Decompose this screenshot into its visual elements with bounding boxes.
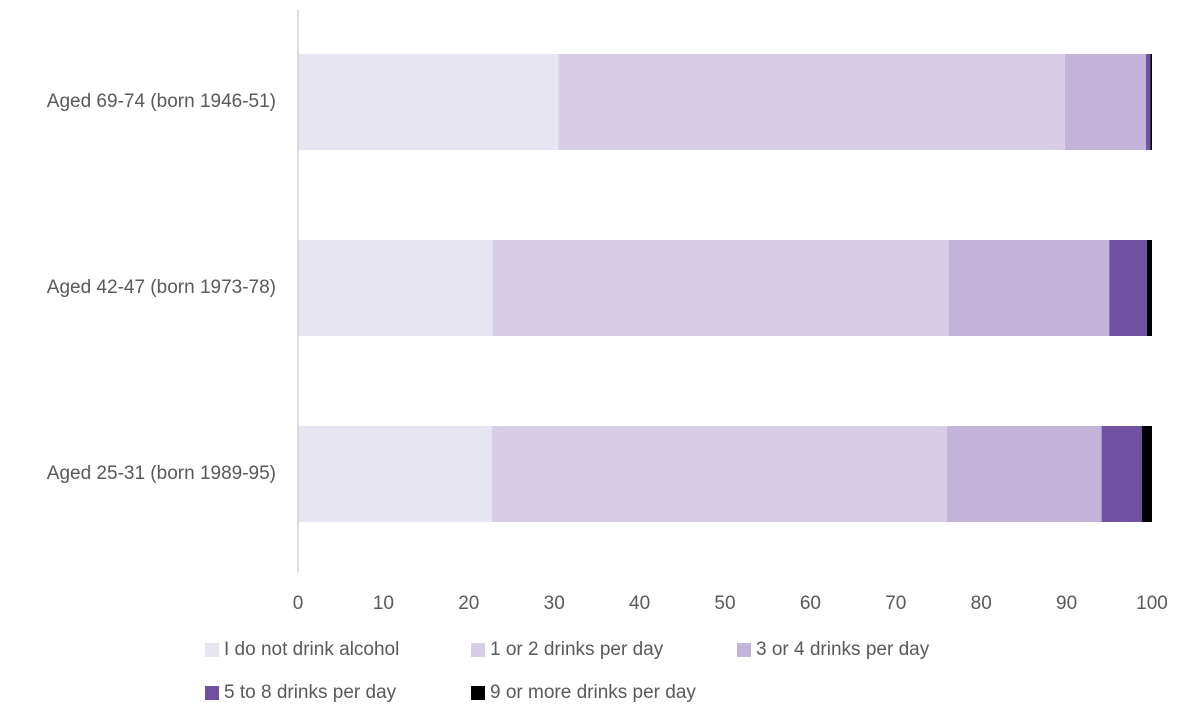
legend-label: 9 or more drinks per day (490, 682, 696, 703)
bar-aged-42-47-born-1973-78-9-or-more-drinks-per-day (1146, 240, 1152, 336)
bar-aged-25-31-born-1989-95-9-or-more-drinks-per-day (1141, 426, 1152, 522)
legend-label: I do not drink alcohol (224, 639, 400, 660)
legend-item-5-to-8-drinks-per-day: 5 to 8 drinks per day (205, 682, 396, 704)
bar-aged-25-31-born-1989-95-i-do-not-drink-alcohol (298, 426, 492, 522)
legend-item-3-or-4-drinks-per-day: 3 or 4 drinks per day (737, 639, 929, 661)
bar-aged-42-47-born-1973-78-1-or-2-drinks-per-day (492, 240, 949, 336)
bar-aged-69-74-born-1946-51-1-or-2-drinks-per-day (558, 54, 1065, 150)
bar-aged-25-31-born-1989-95-3-or-4-drinks-per-day (947, 426, 1102, 522)
x-tick-label-60: 60 (800, 593, 821, 614)
legend-item-1-or-2-drinks-per-day: 1 or 2 drinks per day (471, 639, 663, 661)
x-tick-label-90: 90 (1056, 593, 1077, 614)
x-tick-label-80: 80 (971, 593, 992, 614)
chart-svg: Aged 69-74 (born 1946-51) Aged 42-47 (bor… (47, 10, 1168, 614)
legend-swatch (737, 643, 751, 657)
bar-aged-69-74-born-1946-51-5-to-8-drinks-per-day (1146, 54, 1151, 150)
legend-swatch (471, 686, 485, 700)
category-label-aged-42-47-born-1973-78: Aged 42-47 (born 1973-78) (47, 277, 276, 298)
x-tick-label-50: 50 (714, 593, 735, 614)
y-axis-labels: Aged 69-74 (born 1946-51) Aged 42-47 (bor… (47, 91, 276, 484)
bars-layer (298, 54, 1152, 522)
category-label-aged-69-74-born-1946-51: Aged 69-74 (born 1946-51) (47, 91, 276, 112)
bar-aged-42-47-born-1973-78-3-or-4-drinks-per-day (948, 240, 1110, 336)
bar-aged-25-31-born-1989-95-5-to-8-drinks-per-day (1101, 426, 1142, 522)
legend-item-9-or-more-drinks-per-day: 9 or more drinks per day (471, 682, 696, 704)
legend-label: 3 or 4 drinks per day (756, 639, 930, 660)
x-tick-label-40: 40 (629, 593, 650, 614)
x-tick-label-30: 30 (544, 593, 565, 614)
x-tick-label-70: 70 (885, 593, 906, 614)
bar-aged-69-74-born-1946-51-i-do-not-drink-alcohol (298, 54, 559, 150)
bar-aged-69-74-born-1946-51-9-or-more-drinks-per-day (1150, 54, 1152, 150)
legend: I do not drink alcohol 1 or 2 drinks per … (0, 634, 1177, 709)
x-tick-label-100: 100 (1136, 593, 1168, 614)
x-tick-label-0: 0 (293, 593, 304, 614)
bar-aged-69-74-born-1946-51-3-or-4-drinks-per-day (1064, 54, 1147, 150)
x-axis-tick-labels: 0 10 20 30 40 50 60 70 80 90 100 (293, 593, 1168, 614)
bar-aged-25-31-born-1989-95-1-or-2-drinks-per-day (491, 426, 948, 522)
bar-aged-42-47-born-1973-78-5-to-8-drinks-per-day (1109, 240, 1147, 336)
legend-label: 1 or 2 drinks per day (490, 639, 664, 660)
x-tick-label-10: 10 (373, 593, 394, 614)
legend-swatch (205, 686, 219, 700)
category-label-aged-25-31-born-1989-95: Aged 25-31 (born 1989-95) (47, 463, 276, 484)
legend-label: 5 to 8 drinks per day (224, 682, 397, 703)
x-tick-label-20: 20 (458, 593, 479, 614)
legend-item-i-do-not-drink-alcohol: I do not drink alcohol (205, 639, 399, 661)
bar-aged-42-47-born-1973-78-i-do-not-drink-alcohol (298, 240, 493, 336)
legend-swatch (205, 643, 219, 657)
legend-swatch (471, 643, 485, 657)
